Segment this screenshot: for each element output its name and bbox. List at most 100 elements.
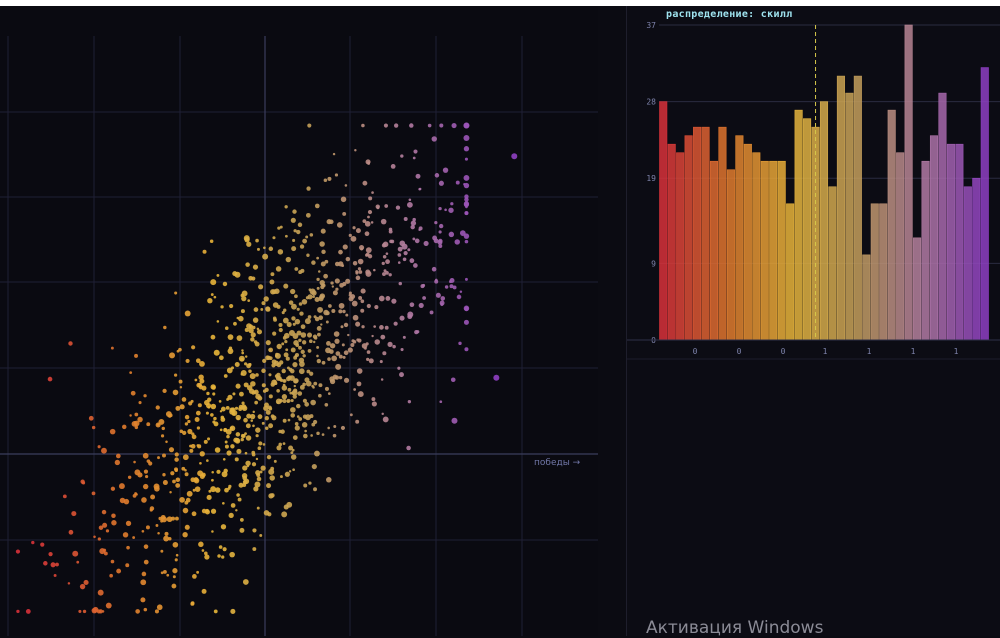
scatter-point[interactable] xyxy=(210,334,216,340)
scatter-point[interactable] xyxy=(105,602,112,609)
scatter-point[interactable] xyxy=(190,443,196,449)
scatter-point[interactable] xyxy=(290,398,294,403)
scatter-point[interactable] xyxy=(316,345,320,349)
scatter-point[interactable] xyxy=(345,256,351,262)
scatter-point[interactable] xyxy=(326,340,331,346)
scatter-point[interactable] xyxy=(172,568,178,574)
scatter-point[interactable] xyxy=(323,178,328,183)
scatter-point[interactable] xyxy=(293,229,297,233)
scatter-point[interactable] xyxy=(174,516,179,521)
scatter-point[interactable] xyxy=(276,445,282,451)
scatter-point[interactable] xyxy=(76,560,80,564)
scatter-point[interactable] xyxy=(111,513,116,518)
scatter-point[interactable] xyxy=(203,439,208,444)
scatter-point[interactable] xyxy=(268,423,274,429)
scatter-point[interactable] xyxy=(252,410,255,414)
scatter-point[interactable] xyxy=(282,398,287,404)
scatter-point[interactable] xyxy=(400,347,404,352)
scatter-point[interactable] xyxy=(400,154,404,158)
hist-bar[interactable] xyxy=(659,101,668,341)
scatter-point[interactable] xyxy=(279,225,283,229)
scatter-point[interactable] xyxy=(321,433,325,436)
scatter-point[interactable] xyxy=(294,318,301,325)
scatter-point[interactable] xyxy=(317,332,321,337)
hist-bar[interactable] xyxy=(963,186,972,341)
scatter-point[interactable] xyxy=(341,343,345,347)
scatter-point[interactable] xyxy=(300,324,306,330)
scatter-point[interactable] xyxy=(129,371,133,375)
scatter-point[interactable] xyxy=(242,434,246,438)
scatter-point[interactable] xyxy=(448,231,455,238)
scatter-point[interactable] xyxy=(316,256,320,260)
scatter-point[interactable] xyxy=(93,535,96,539)
scatter-point[interactable] xyxy=(199,461,202,465)
scatter-point[interactable] xyxy=(189,448,194,453)
scatter-point[interactable] xyxy=(309,414,314,419)
scatter-point[interactable] xyxy=(345,278,351,284)
scatter-point[interactable] xyxy=(181,397,187,402)
scatter-point[interactable] xyxy=(172,575,176,579)
scatter-point[interactable] xyxy=(205,411,209,415)
scatter-point[interactable] xyxy=(351,339,355,343)
hist-bar[interactable] xyxy=(879,203,888,341)
scatter-point[interactable] xyxy=(163,535,169,542)
scatter-point[interactable] xyxy=(254,341,260,347)
scatter-point[interactable] xyxy=(375,204,380,209)
scatter-point[interactable] xyxy=(184,414,190,420)
scatter-point[interactable] xyxy=(256,247,260,251)
hist-bar[interactable] xyxy=(955,143,964,341)
scatter-point[interactable] xyxy=(271,415,277,421)
scatter-point[interactable] xyxy=(282,383,286,387)
scatter-point[interactable] xyxy=(270,382,275,387)
scatter-point[interactable] xyxy=(125,563,130,568)
scatter-point[interactable] xyxy=(199,360,205,367)
scatter-point[interactable] xyxy=(223,374,228,378)
scatter-point[interactable] xyxy=(175,405,181,411)
scatter-point[interactable] xyxy=(62,494,67,499)
scatter-point[interactable] xyxy=(423,240,429,246)
scatter-point[interactable] xyxy=(184,468,187,472)
scatter-point[interactable] xyxy=(225,405,230,410)
scatter-point[interactable] xyxy=(284,471,290,477)
scatter-point[interactable] xyxy=(109,573,113,578)
scatter-point[interactable] xyxy=(250,332,256,338)
scatter-point[interactable] xyxy=(97,445,101,449)
scatter-point[interactable] xyxy=(201,588,207,594)
hist-bar[interactable] xyxy=(803,118,812,341)
scatter-point[interactable] xyxy=(174,291,178,295)
scatter-point[interactable] xyxy=(256,476,262,482)
scatter-point[interactable] xyxy=(403,217,408,222)
scatter-point[interactable] xyxy=(283,379,286,383)
scatter-point[interactable] xyxy=(262,389,267,393)
scatter-point[interactable] xyxy=(98,525,104,530)
scatter-point[interactable] xyxy=(382,351,387,356)
scatter-point[interactable] xyxy=(192,488,196,492)
scatter-point[interactable] xyxy=(403,251,408,256)
scatter-point[interactable] xyxy=(319,279,325,286)
scatter-point[interactable] xyxy=(236,335,243,341)
scatter-point[interactable] xyxy=(338,375,343,380)
scatter-point[interactable] xyxy=(198,541,204,548)
scatter-point[interactable] xyxy=(327,392,331,396)
scatter-point[interactable] xyxy=(325,320,329,324)
scatter-point[interactable] xyxy=(261,368,266,374)
scatter-point[interactable] xyxy=(154,609,159,614)
scatter-point[interactable] xyxy=(68,529,74,535)
scatter-point[interactable] xyxy=(67,582,71,585)
scatter-point[interactable] xyxy=(239,391,244,397)
scatter-point[interactable] xyxy=(232,392,236,396)
scatter-point[interactable] xyxy=(238,355,245,362)
scatter-point[interactable] xyxy=(119,497,126,504)
scatter-point[interactable] xyxy=(190,399,194,403)
scatter-point[interactable] xyxy=(195,358,201,364)
scatter-point[interactable] xyxy=(55,562,59,567)
scatter-point[interactable] xyxy=(109,428,116,435)
scatter-point[interactable] xyxy=(318,315,324,321)
scatter-point[interactable] xyxy=(206,459,209,462)
scatter-point[interactable] xyxy=(356,381,362,387)
scatter-point[interactable] xyxy=(385,296,391,301)
scatter-point[interactable] xyxy=(293,384,296,388)
scatter-point[interactable] xyxy=(165,411,172,417)
scatter-point[interactable] xyxy=(268,356,273,361)
scatter-point[interactable] xyxy=(435,278,438,282)
